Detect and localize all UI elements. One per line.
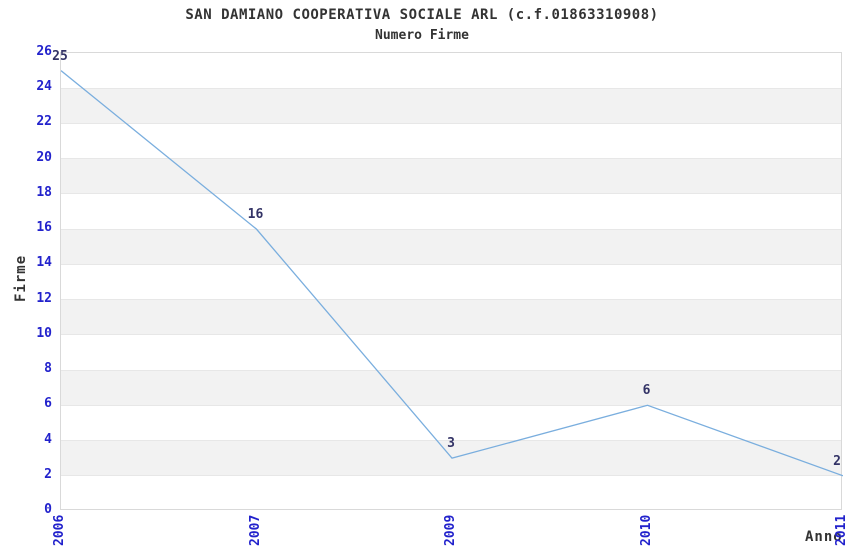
y-tick-label: 22: [36, 114, 52, 130]
gridline: [61, 440, 841, 442]
y-tick-label: 10: [36, 325, 52, 341]
plot-band: [61, 229, 841, 265]
gridline: [61, 87, 841, 89]
x-tick-label: 2006: [52, 514, 67, 546]
plot-area: [60, 52, 843, 510]
gridline: [61, 334, 841, 336]
gridline: [61, 369, 841, 371]
y-tick-label: 26: [36, 44, 52, 59]
y-tick-label: 12: [36, 290, 52, 306]
y-tick-label: 2: [44, 466, 52, 482]
gridline: [61, 263, 841, 265]
plot-band: [61, 440, 841, 476]
gridline: [61, 299, 841, 301]
plot-band: [61, 299, 841, 335]
gridline: [61, 228, 841, 230]
gridline: [61, 158, 841, 160]
x-tick-label: 2011: [834, 514, 849, 546]
point-label: 3: [447, 436, 455, 452]
y-tick-label: 24: [36, 79, 52, 95]
x-tick-label: 2009: [443, 514, 458, 546]
plot-band: [61, 88, 841, 124]
gridline: [61, 475, 841, 477]
gridline: [61, 122, 841, 124]
series-line: [61, 70, 843, 477]
gridline: [61, 404, 841, 406]
point-label: 6: [642, 383, 651, 399]
point-label: 25: [52, 48, 68, 64]
x-axis-title: Anno: [805, 529, 843, 545]
x-tick-label: 2010: [638, 514, 654, 546]
y-tick-label: 14: [36, 255, 52, 271]
point-label: 2: [833, 453, 841, 469]
chart-title: SAN DAMIANO COOPERATIVA SOCIALE ARL (c.f…: [185, 7, 659, 23]
point-label: 16: [247, 207, 264, 223]
x-tick-label: 2007: [247, 514, 263, 546]
chart-subtitle: Numero Firme: [375, 28, 469, 43]
y-tick-label: 0: [44, 502, 52, 517]
y-tick-label: 16: [36, 220, 52, 236]
y-tick-label: 6: [44, 396, 52, 412]
gridline: [61, 193, 841, 195]
y-tick-label: 8: [44, 361, 52, 377]
y-tick-label: 20: [36, 149, 52, 165]
plot-band: [61, 370, 841, 406]
y-tick-label: 18: [36, 184, 52, 200]
y-tick-label: 4: [44, 431, 52, 447]
